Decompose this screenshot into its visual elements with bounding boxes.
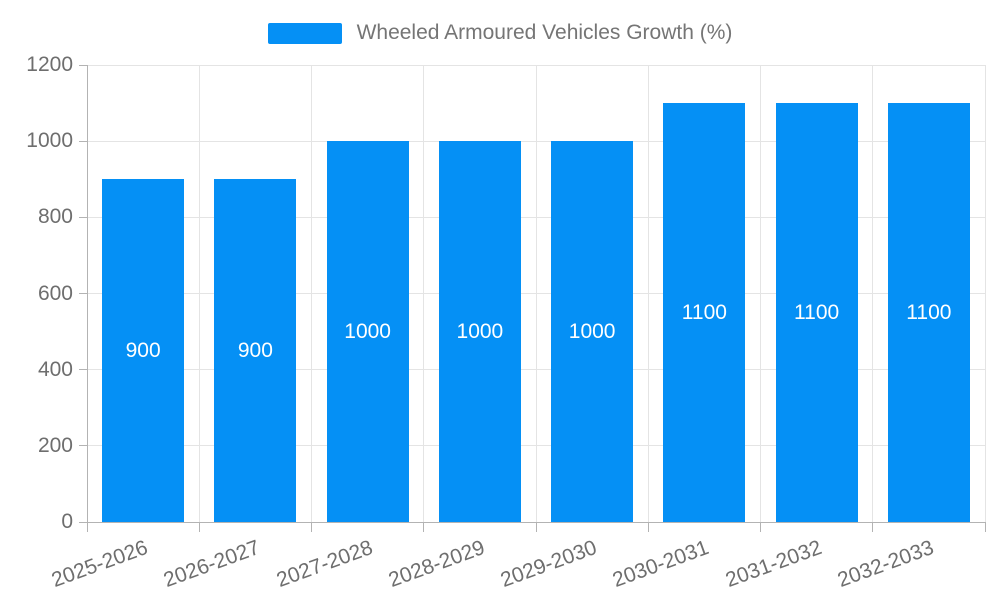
bar <box>438 141 521 522</box>
y-gridline <box>87 293 985 294</box>
bar <box>102 179 185 522</box>
y-tick-label: 600 <box>37 281 73 305</box>
bar-value-label: 1000 <box>456 319 504 343</box>
bar-value-label: 900 <box>125 338 161 362</box>
y-axis-tick <box>79 445 87 447</box>
bar <box>775 103 858 522</box>
legend-item[interactable]: Wheeled Armoured Vehicles Growth (%) <box>267 21 733 45</box>
y-tick-label: 200 <box>37 433 73 457</box>
y-tick-label: 0 <box>61 510 73 533</box>
y-gridline <box>87 369 985 371</box>
y-tick-label: 1200 <box>26 53 73 76</box>
y-tick-label: 400 <box>37 357 73 381</box>
bar-value-label: 1100 <box>906 300 952 324</box>
x-axis-tick <box>198 522 200 532</box>
bar <box>551 141 634 522</box>
y-axis-tick <box>79 369 87 371</box>
x-axis-tick <box>984 522 986 532</box>
y-gridline <box>87 216 985 218</box>
bar-value-label: 1000 <box>568 319 616 343</box>
bar <box>326 141 409 522</box>
bar-value-label: 1100 <box>681 300 727 324</box>
x-axis-tick <box>872 522 874 532</box>
bar-value-label: 900 <box>237 338 273 362</box>
y-gridline <box>87 445 985 447</box>
x-gridline <box>984 65 986 522</box>
x-axis-tick <box>423 522 425 532</box>
chart-legend: Wheeled Armoured Vehicles Growth (%) <box>0 21 1000 45</box>
bar <box>663 103 746 522</box>
y-gridline <box>87 64 985 66</box>
x-axis-line <box>87 521 985 523</box>
y-axis-tick <box>79 521 87 523</box>
legend-swatch <box>267 22 342 44</box>
legend-label: Wheeled Armoured Vehicles Growth (%) <box>356 21 733 44</box>
bar <box>214 179 297 522</box>
y-axis-tick <box>79 140 87 142</box>
x-axis-tick <box>760 522 761 532</box>
x-axis-tick <box>647 522 649 532</box>
y-tick-label: 800 <box>37 205 73 229</box>
y-axis-tick <box>79 293 87 294</box>
x-axis-tick <box>311 522 312 532</box>
y-tick-label: 1000 <box>26 129 73 153</box>
bar <box>887 103 970 522</box>
bar-value-label: 1100 <box>794 300 840 324</box>
y-axis-line <box>86 65 88 532</box>
bar-value-label: 1000 <box>344 319 391 343</box>
x-axis-tick <box>535 522 537 532</box>
y-gridline <box>87 140 985 142</box>
y-axis-tick <box>79 64 87 66</box>
y-axis-tick <box>79 216 87 218</box>
